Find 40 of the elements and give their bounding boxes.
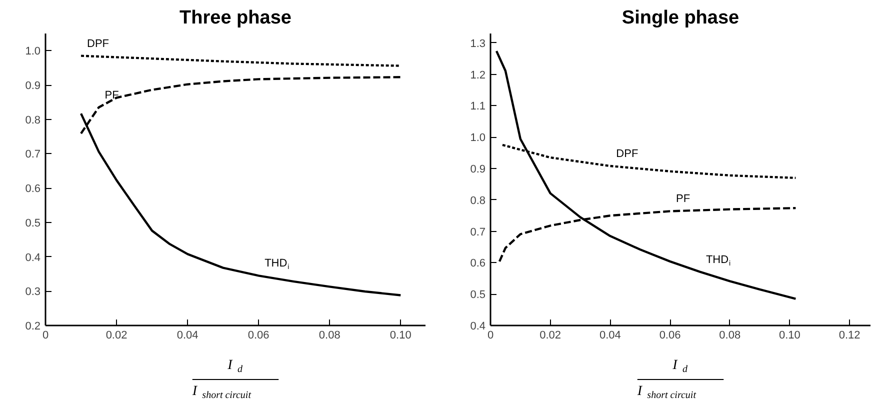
series-label: DPF <box>87 38 110 50</box>
y-tick-label: 0.9 <box>25 80 41 92</box>
y-tick-label: 0.6 <box>470 258 486 270</box>
x-tick-label: 0.10 <box>390 330 412 342</box>
x-tick-label: 0 <box>487 330 494 342</box>
y-tick-label: 0.7 <box>25 148 41 161</box>
x-tick-label: 0.08 <box>318 330 340 342</box>
y-tick-label: 0.5 <box>25 217 41 230</box>
x-tick-label: 0.02 <box>106 330 128 342</box>
x-tick-label: 0.06 <box>659 330 681 342</box>
chart-title: Single phase <box>622 8 740 28</box>
series-label: DPF <box>616 148 638 160</box>
x-tick-label: 0.08 <box>719 330 741 342</box>
line-series <box>495 50 797 300</box>
x-tick-label: 0.04 <box>599 330 621 342</box>
y-tick-label: 0.4 <box>470 320 486 332</box>
y-tick-label: 1.0 <box>470 132 486 144</box>
x-tick-label: 0.04 <box>176 330 198 342</box>
y-tick-label: 0.8 <box>25 114 41 126</box>
x-tick-label: 0.10 <box>779 330 800 342</box>
x-tick-label: 0.12 <box>838 330 860 342</box>
y-tick-label: 0.8 <box>470 194 486 207</box>
y-tick-label: 0.5 <box>470 289 486 302</box>
y-tick-label: 1.2 <box>470 69 486 82</box>
y-tick-label: 0.7 <box>470 226 486 238</box>
series-label: PF <box>676 193 690 206</box>
y-tick-label: 0.2 <box>25 320 41 332</box>
chart-title: Three phase <box>180 8 292 28</box>
x-tick-label: 0.02 <box>540 330 562 342</box>
y-tick-label: 1.1 <box>470 100 486 113</box>
y-tick-label: 0.6 <box>25 183 41 196</box>
x-tick-label: 0 <box>42 330 49 342</box>
x-tick-label: 0.06 <box>248 330 270 342</box>
y-tick-label: 0.9 <box>470 164 486 176</box>
y-tick-label: 0.3 <box>25 286 41 298</box>
y-tick-label: 1.3 <box>470 38 486 50</box>
y-tick-label: 1.0 <box>25 46 41 58</box>
line-series <box>80 54 402 67</box>
series-label: PF <box>104 89 120 102</box>
y-tick-label: 0.4 <box>25 252 41 264</box>
